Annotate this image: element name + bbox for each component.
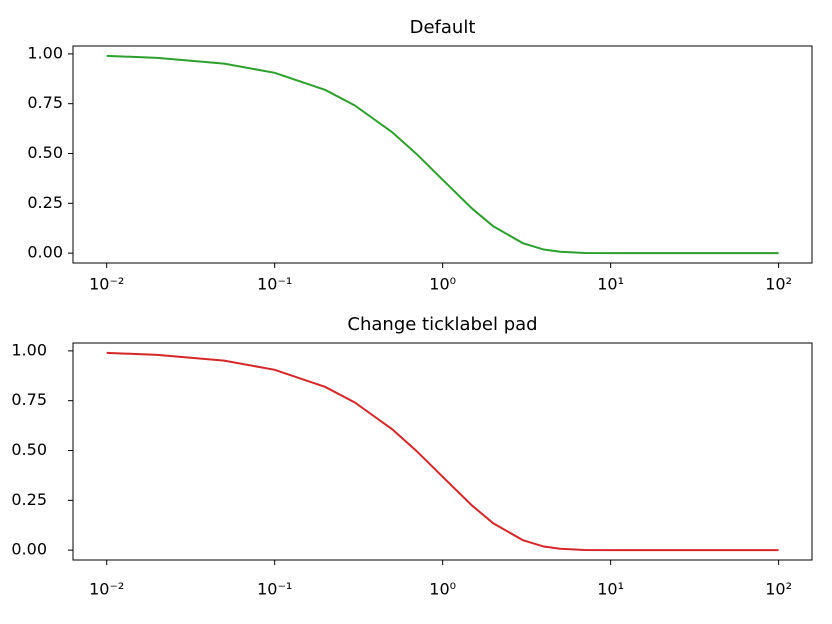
axes-frame [72,45,813,264]
y-tick-label: 0.75 [11,390,47,409]
x-tick-label: 10⁻¹ [257,275,292,294]
x-tick-label: 10⁰ [429,275,456,294]
x-tick-label: 10⁻² [89,580,124,599]
y-tick-label: 0.75 [27,93,63,112]
y-tick-label: 1.00 [27,43,63,62]
axes-frame [72,342,813,561]
y-tick-label: 0.00 [11,540,47,559]
y-tick-label: 0.50 [11,440,47,459]
x-tick-label: 10⁻² [89,275,124,294]
chart-title: Default [410,17,476,38]
y-tick-label: 0.25 [27,193,63,212]
data-line [106,351,779,552]
x-tick-label: 10² [765,275,792,294]
chart-title: Change ticklabel pad [347,314,537,335]
y-tick-label: 0.00 [27,243,63,262]
x-tick-label: 10¹ [597,580,624,599]
data-line [106,54,779,255]
x-tick-label: 10⁰ [429,580,456,599]
y-tick-label: 0.25 [11,490,47,509]
x-tick-label: 10² [765,580,792,599]
y-tick-label: 1.00 [11,340,47,359]
x-tick-label: 10⁻¹ [257,580,292,599]
x-tick-label: 10¹ [597,275,624,294]
y-tick-label: 0.50 [27,143,63,162]
